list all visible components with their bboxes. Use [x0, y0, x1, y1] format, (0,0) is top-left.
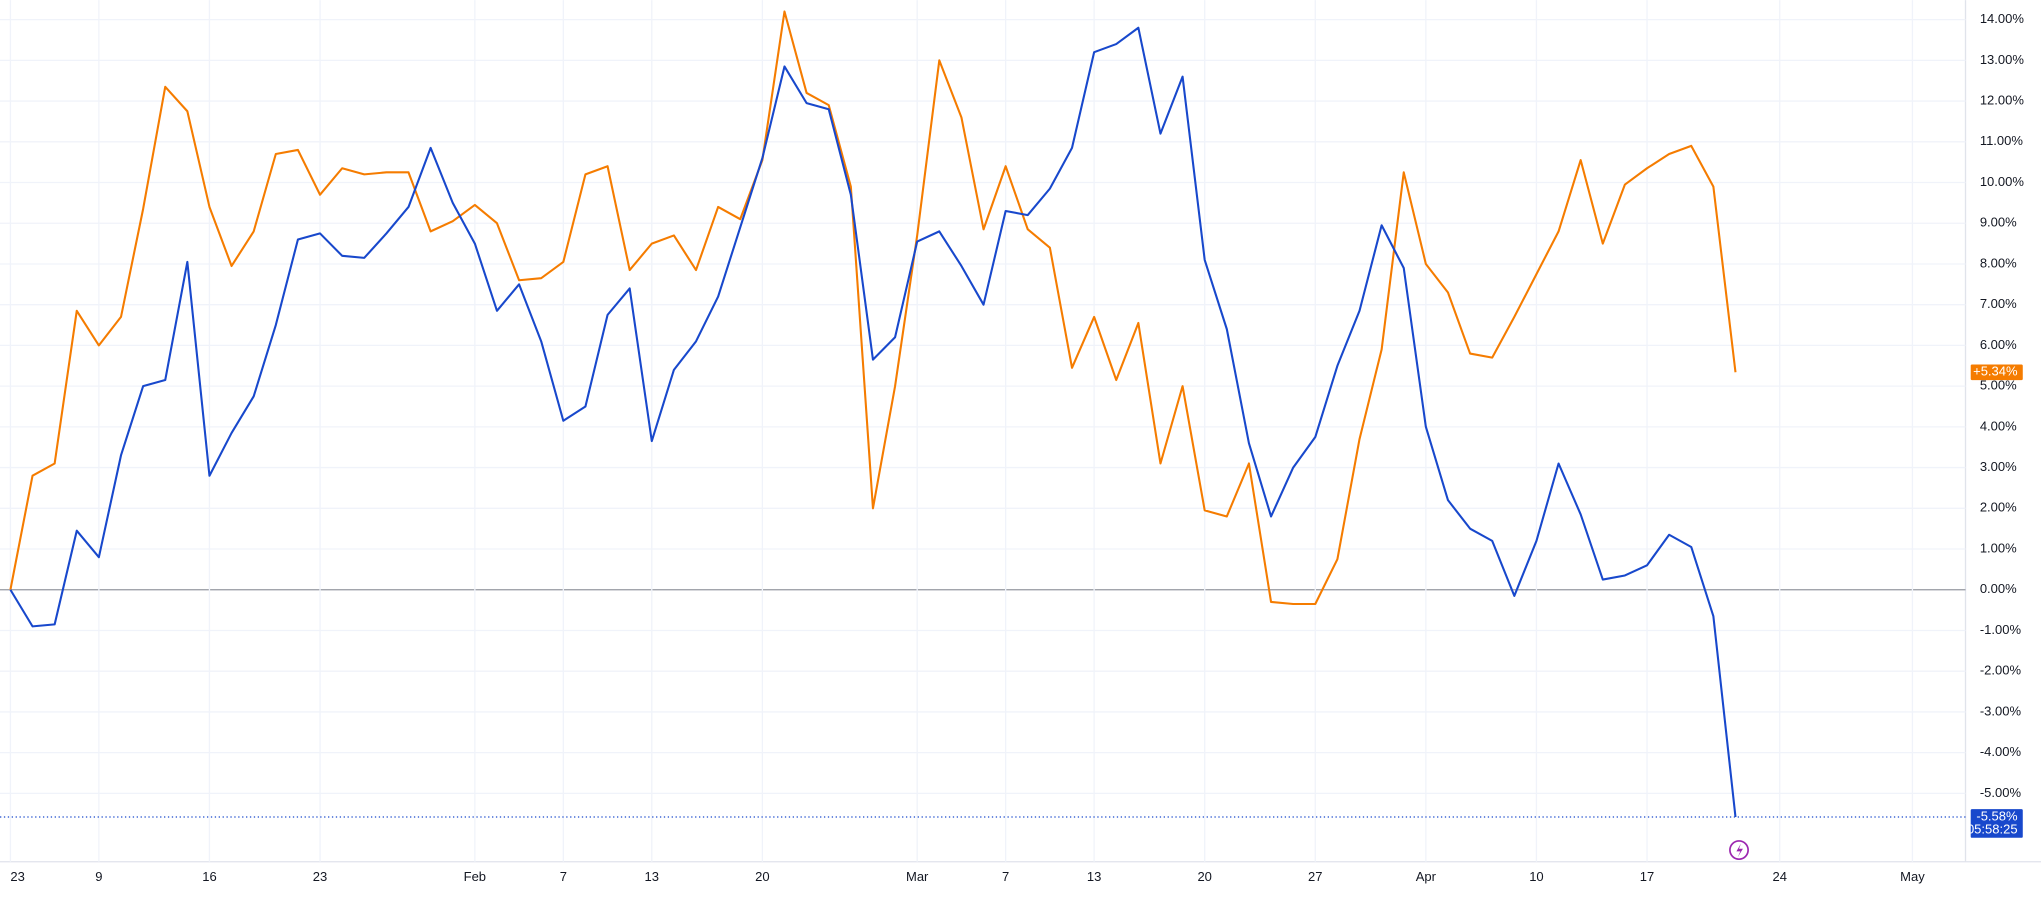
y-tick-label: 0.00%: [1980, 581, 2017, 596]
y-tick-label: 12.00%: [1980, 93, 2025, 108]
y-tick-label: 2.00%: [1980, 500, 2017, 515]
y-tick-label: 6.00%: [1980, 337, 2017, 352]
x-tick-label: Apr: [1416, 869, 1437, 884]
x-tick-label: 20: [755, 869, 769, 884]
y-tick-label: 4.00%: [1980, 418, 2017, 433]
y-tick-label: 13.00%: [1980, 52, 2025, 67]
last-value-badge: [1970, 364, 2023, 381]
last-value-label: -5.58%: [1976, 808, 2018, 823]
y-tick-label: 1.00%: [1980, 540, 2017, 555]
y-tick-label: 5.00%: [1980, 378, 2017, 393]
y-tick-label: 11.00%: [1980, 133, 2024, 148]
plot: [9, 10, 1737, 818]
grid: [0, 0, 1966, 862]
x-tick-label: Mar: [906, 869, 929, 884]
labels: 14.00% 13.00% 12.00% 11.00% 10.00% 9.00% 8.00%…: [10, 11, 2024, 884]
y-tick-label: -4.00%: [1980, 744, 2022, 759]
x-tick-label: 20: [1197, 869, 1211, 884]
event-icon-bolt: [1736, 843, 1743, 858]
countdown-label: 05:58:25: [1967, 821, 2018, 836]
x-tick-label: 13: [1087, 869, 1101, 884]
y-tick-label: 3.00%: [1980, 459, 2017, 474]
y-tick-label: 14.00%: [1980, 11, 2025, 26]
x-tick-label: 23: [10, 869, 24, 884]
series-line: [9, 26, 1737, 818]
y-tick-label: 7.00%: [1980, 296, 2017, 311]
x-tick-label: 16: [202, 869, 216, 884]
y-tick-label: -3.00%: [1980, 703, 2022, 718]
last-value-label: +5.34%: [1973, 364, 2018, 379]
y-tick-label: -2.00%: [1980, 663, 2022, 678]
y-tick-label: 9.00%: [1980, 215, 2017, 230]
y-tick-label: -1.00%: [1980, 622, 2022, 637]
event-icon[interactable]: [1729, 840, 1749, 861]
x-tick-label: 27: [1308, 869, 1322, 884]
series-line: [9, 10, 1737, 606]
x-tick-label: 13: [645, 869, 659, 884]
y-tick-label: 8.00%: [1980, 255, 2017, 270]
x-tick-label: 24: [1772, 869, 1786, 884]
x-tick-label: Feb: [464, 869, 486, 884]
y-tick-label: -5.00%: [1980, 785, 2022, 800]
x-tick-label: 7: [560, 869, 567, 884]
x-tick-label: 9: [95, 869, 102, 884]
x-tick-label: 10: [1529, 869, 1543, 884]
last-value-badge: [1970, 809, 2023, 838]
x-tick-label: 7: [1002, 869, 1009, 884]
x-tick-label: 23: [313, 869, 327, 884]
x-tick-label: 17: [1640, 869, 1654, 884]
y-tick-label: 10.00%: [1980, 174, 2025, 189]
x-tick-label: May: [1900, 869, 1925, 884]
